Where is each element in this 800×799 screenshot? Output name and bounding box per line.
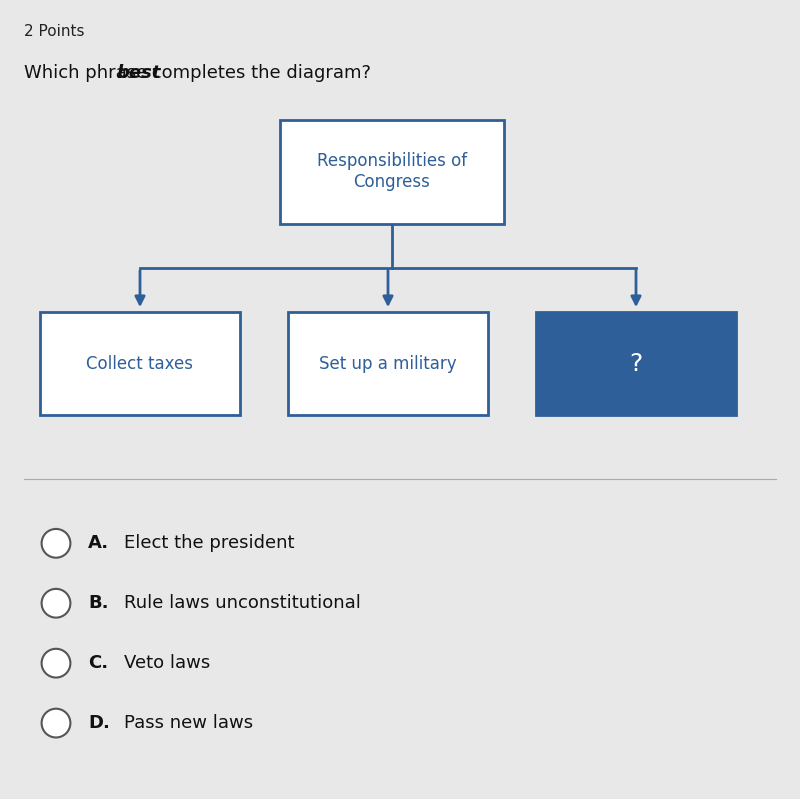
Text: D.: D. bbox=[88, 714, 110, 732]
FancyBboxPatch shape bbox=[288, 312, 488, 415]
Text: Set up a military: Set up a military bbox=[319, 355, 457, 372]
Text: Rule laws unconstitutional: Rule laws unconstitutional bbox=[124, 594, 361, 612]
Text: Pass new laws: Pass new laws bbox=[124, 714, 253, 732]
Circle shape bbox=[42, 649, 70, 678]
Text: B.: B. bbox=[88, 594, 109, 612]
Text: Collect taxes: Collect taxes bbox=[86, 355, 194, 372]
Text: ?: ? bbox=[630, 352, 642, 376]
Circle shape bbox=[42, 709, 70, 737]
Text: A.: A. bbox=[88, 535, 109, 552]
Circle shape bbox=[42, 589, 70, 618]
Text: Which phrase: Which phrase bbox=[24, 64, 153, 82]
FancyBboxPatch shape bbox=[536, 312, 736, 415]
FancyBboxPatch shape bbox=[40, 312, 240, 415]
Text: Responsibilities of
Congress: Responsibilities of Congress bbox=[317, 153, 467, 191]
Text: completes the diagram?: completes the diagram? bbox=[146, 64, 371, 82]
Text: 2 Points: 2 Points bbox=[24, 24, 85, 39]
Text: C.: C. bbox=[88, 654, 108, 672]
Circle shape bbox=[42, 529, 70, 558]
Text: best: best bbox=[116, 64, 161, 82]
Text: Elect the president: Elect the president bbox=[124, 535, 294, 552]
FancyBboxPatch shape bbox=[280, 120, 504, 224]
Text: Veto laws: Veto laws bbox=[124, 654, 210, 672]
